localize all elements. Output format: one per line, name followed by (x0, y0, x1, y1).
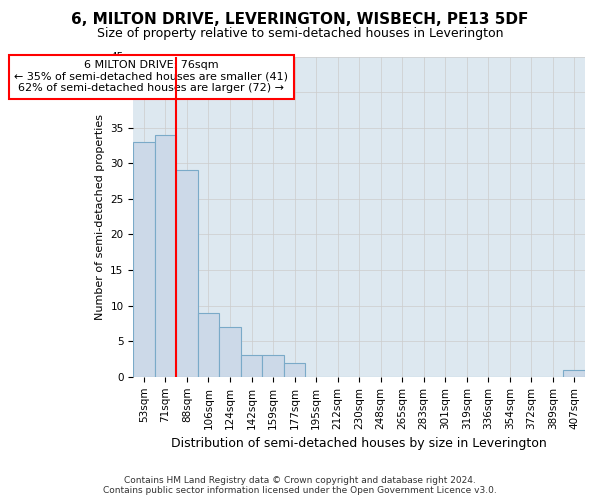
Bar (133, 142, 155, 377)
Text: 6 MILTON DRIVE: 76sqm
← 35% of semi-detached houses are smaller (41)
62% of semi: 6 MILTON DRIVE: 76sqm ← 35% of semi-deta… (14, 60, 289, 94)
Bar (176, 170, 198, 377)
Bar (563, 370, 585, 377)
Bar (198, 313, 219, 377)
X-axis label: Distribution of semi-detached houses by size in Leverington: Distribution of semi-detached houses by … (171, 437, 547, 450)
Bar (262, 356, 284, 377)
Bar (284, 362, 305, 377)
Text: Size of property relative to semi-detached houses in Leverington: Size of property relative to semi-detach… (97, 28, 503, 40)
Bar (155, 135, 176, 377)
Bar (219, 327, 241, 377)
Y-axis label: Number of semi-detached properties: Number of semi-detached properties (95, 114, 104, 320)
Text: 6, MILTON DRIVE, LEVERINGTON, WISBECH, PE13 5DF: 6, MILTON DRIVE, LEVERINGTON, WISBECH, P… (71, 12, 529, 28)
Bar (241, 356, 262, 377)
Text: Contains HM Land Registry data © Crown copyright and database right 2024.
Contai: Contains HM Land Registry data © Crown c… (103, 476, 497, 495)
